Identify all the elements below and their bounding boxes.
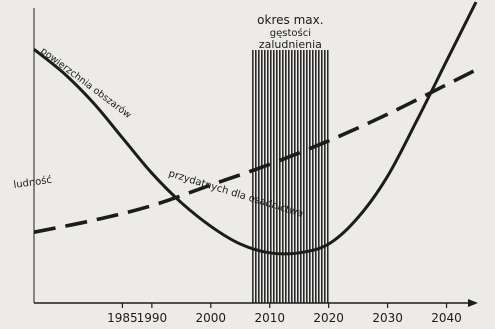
x-tick-label-1990: 1990 — [137, 311, 168, 325]
x-tick-label-2040: 2040 — [431, 311, 462, 325]
band-label-line-1: okres max. — [257, 13, 323, 27]
band-label-line-2: gęstości — [270, 27, 311, 39]
series-line-ludnosc — [33, 68, 477, 234]
x-tick-label-2000: 2000 — [196, 311, 227, 325]
period-band — [252, 50, 329, 303]
x-tick-label-1985: 1985 — [107, 311, 138, 325]
x-tick-label-2020: 2020 — [313, 311, 344, 325]
series-label-ludnosc: ludność — [13, 174, 53, 191]
x-tick-label-2030: 2030 — [372, 311, 403, 325]
series-line-powierzchnia — [33, 1, 478, 256]
x-axis-arrow — [468, 299, 478, 307]
band-label-line-3: zaludnienia — [259, 38, 322, 51]
x-tick-label-2010: 2010 — [254, 311, 285, 325]
series-label-powierzchnia-1: powierzchnia obszarów — [38, 46, 133, 121]
